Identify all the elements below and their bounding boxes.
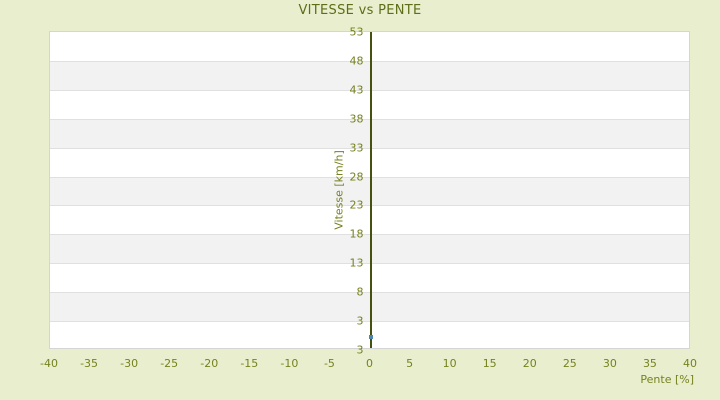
- plot-area: [49, 31, 690, 349]
- x-tick-label: 30: [602, 357, 617, 370]
- x-tick-label: 40: [683, 357, 697, 370]
- x-tick-label: -20: [200, 357, 219, 370]
- x-tick-label: -40: [40, 357, 58, 370]
- x-tick-label: -5: [323, 357, 335, 370]
- y-tick-label: 38: [349, 112, 364, 126]
- y-tick-label: 3: [356, 343, 364, 357]
- y-tick-label: 28: [349, 170, 364, 184]
- data-point: [368, 334, 373, 339]
- x-tick-label: -15: [240, 357, 259, 370]
- y-tick-label: 13: [349, 256, 364, 270]
- y-tick-label: 33: [349, 141, 364, 155]
- x-tick-label: 20: [522, 357, 537, 370]
- x-tick-label: -30: [120, 357, 139, 370]
- x-tick-label: 25: [562, 357, 577, 370]
- y-tick-label: 3: [356, 314, 364, 328]
- y-tick-label: 18: [349, 227, 364, 241]
- x-axis-title: Pente [%]: [640, 373, 694, 386]
- y-axis-title: Vitesse [km/h]: [332, 150, 346, 230]
- y-tick-label: 8: [356, 285, 364, 299]
- x-tick-label: 35: [642, 357, 657, 370]
- chart-title: VITESSE vs PENTE: [298, 3, 422, 18]
- x-tick-label: -10: [280, 357, 299, 370]
- y-tick-label: 23: [349, 198, 364, 212]
- y-tick-label: 53: [349, 25, 364, 39]
- y-tick-label: 48: [349, 54, 364, 68]
- x-tick-label: 5: [406, 357, 414, 370]
- x-tick-label: 0: [366, 357, 373, 370]
- y-tick-label: 43: [349, 83, 364, 97]
- y-axis-line: [369, 32, 372, 348]
- x-tick-label: 15: [482, 357, 497, 370]
- x-tick-label: 10: [442, 357, 457, 370]
- x-tick-label: -25: [160, 357, 179, 370]
- x-tick-label: -35: [80, 357, 99, 370]
